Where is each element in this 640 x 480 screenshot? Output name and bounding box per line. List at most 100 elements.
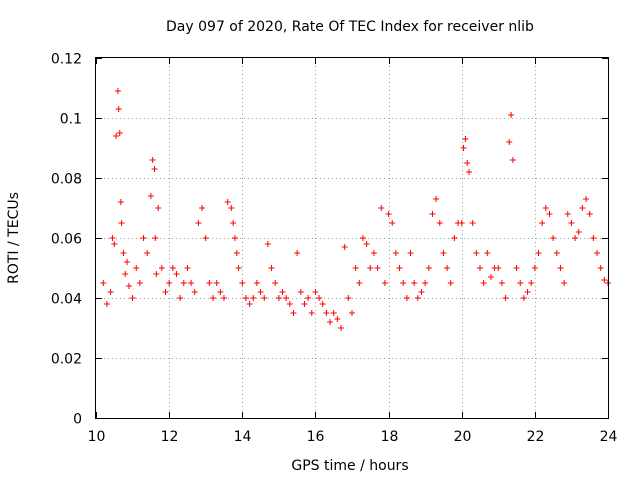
data-point xyxy=(385,211,392,217)
data-point xyxy=(217,289,224,295)
data-point xyxy=(264,241,271,247)
data-point xyxy=(149,157,156,163)
data-point xyxy=(487,274,494,280)
chart-title: Day 097 of 2020, Rate Of TEC Index for r… xyxy=(166,19,534,35)
data-point xyxy=(444,265,451,271)
data-point xyxy=(381,280,388,286)
data-point xyxy=(396,265,403,271)
data-point xyxy=(400,280,407,286)
data-point xyxy=(464,160,471,166)
data-point xyxy=(275,295,282,301)
data-point xyxy=(579,205,586,211)
data-point xyxy=(114,88,121,94)
data-point xyxy=(188,280,195,286)
data-point xyxy=(495,265,502,271)
axes: 10 12 14 16 18 20 22 24 0 0.02 0.04 0.06 0.08 0.1 0.12 xyxy=(51,52,618,446)
data-point xyxy=(568,220,575,226)
data-point xyxy=(297,289,304,295)
y-tick-label: 0.12 xyxy=(51,52,82,68)
data-point xyxy=(191,289,198,295)
data-point xyxy=(458,220,465,226)
data-point xyxy=(436,220,443,226)
data-point xyxy=(294,250,301,256)
data-point xyxy=(414,295,421,301)
data-point xyxy=(140,235,147,241)
data-point xyxy=(224,199,231,205)
data-point xyxy=(120,250,127,256)
data-point xyxy=(253,280,260,286)
data-point xyxy=(213,280,220,286)
data-point xyxy=(272,280,279,286)
y-tick-label: 0 xyxy=(73,412,82,428)
y-tick-label: 0.04 xyxy=(51,292,82,308)
data-point xyxy=(425,265,432,271)
x-tick-label: 24 xyxy=(600,429,618,445)
data-point xyxy=(155,205,162,211)
data-point xyxy=(447,280,454,286)
data-point xyxy=(352,265,359,271)
data-point xyxy=(477,265,483,271)
y-tick-label: 0.02 xyxy=(51,352,82,368)
data-point xyxy=(173,271,180,277)
y-axis-label: ROTI / TECUs xyxy=(6,192,22,284)
data-point xyxy=(564,211,571,217)
data-point xyxy=(125,283,132,289)
data-point xyxy=(136,280,143,286)
data-point xyxy=(312,289,319,295)
data-point xyxy=(195,220,202,226)
data-point xyxy=(279,289,286,295)
data-point xyxy=(242,295,249,301)
data-point xyxy=(158,265,165,271)
data-point xyxy=(221,295,227,301)
data-point xyxy=(429,211,436,217)
data-point xyxy=(103,301,110,307)
x-tick-label: 12 xyxy=(161,429,179,445)
data-point xyxy=(403,295,410,301)
data-point xyxy=(117,199,124,205)
data-point xyxy=(572,235,579,241)
data-point xyxy=(316,295,323,301)
data-point xyxy=(118,220,125,226)
data-point xyxy=(594,250,601,256)
data-point xyxy=(462,136,469,142)
data-point xyxy=(147,193,154,199)
data-point xyxy=(180,280,187,286)
data-point xyxy=(411,280,418,286)
data-point xyxy=(583,196,590,202)
data-point xyxy=(508,112,515,118)
data-point xyxy=(586,211,593,217)
y-tick-label: 0.1 xyxy=(60,112,82,128)
data-point xyxy=(341,244,348,250)
y-tick-label: 0.08 xyxy=(51,172,82,188)
data-point xyxy=(250,295,257,301)
data-point xyxy=(124,259,131,265)
data-point xyxy=(261,295,268,301)
data-point xyxy=(235,265,242,271)
data-point xyxy=(553,250,560,256)
data-point xyxy=(517,280,524,286)
x-tick-label: 22 xyxy=(527,429,545,445)
data-point xyxy=(246,301,253,307)
data-point xyxy=(151,166,158,172)
data-point xyxy=(166,280,173,286)
data-point xyxy=(513,265,520,271)
data-point xyxy=(109,235,116,241)
data-point xyxy=(418,289,425,295)
data-point xyxy=(283,295,290,301)
data-point xyxy=(524,289,531,295)
data-point xyxy=(484,250,491,256)
data-point xyxy=(268,265,275,271)
data-point xyxy=(546,211,553,217)
data-point xyxy=(469,220,476,226)
data-point xyxy=(228,205,235,211)
data-point xyxy=(152,235,159,241)
data-point xyxy=(177,295,184,301)
data-point xyxy=(370,250,377,256)
data-point xyxy=(115,106,122,112)
data-point xyxy=(239,280,246,286)
data-point xyxy=(466,169,473,175)
data-point xyxy=(233,250,240,256)
data-point xyxy=(550,235,557,241)
data-point xyxy=(162,289,169,295)
data-point xyxy=(359,235,366,241)
